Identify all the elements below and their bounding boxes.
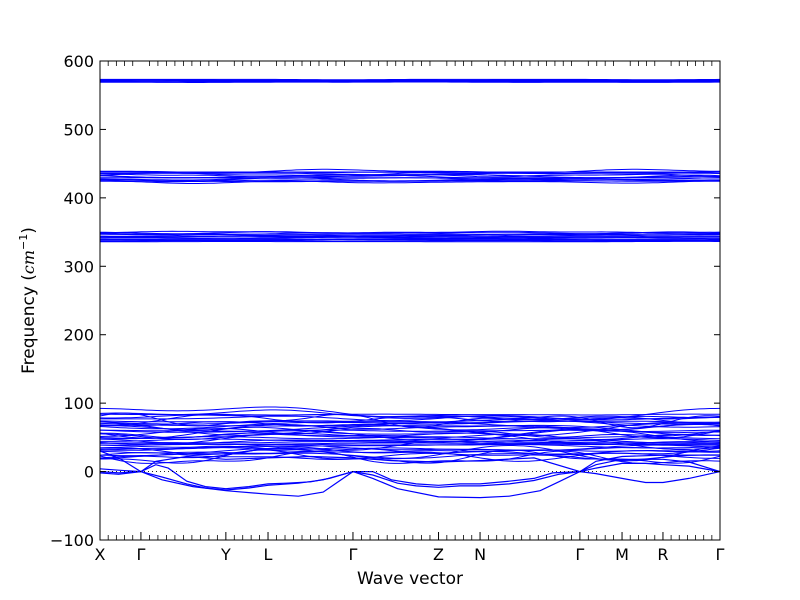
band-line (100, 239, 720, 241)
band-line (99, 445, 721, 456)
x-tick-label: M (615, 545, 629, 564)
band-line (100, 171, 720, 175)
band-line (99, 413, 720, 416)
acoustic-branch-line (99, 470, 721, 491)
y-tick-label: 600 (63, 52, 94, 71)
y-axis: −100 0 100 200 300 400 500 600 (50, 52, 720, 550)
y-tick-label: 400 (63, 189, 94, 208)
band-line (99, 412, 721, 429)
x-tick-label: Γ (575, 545, 584, 564)
band-line (99, 409, 721, 423)
plot-frame (99, 60, 721, 541)
acoustic-branch-line (99, 462, 721, 490)
y-tick-label: 200 (63, 326, 94, 345)
band-line (99, 444, 721, 451)
band-line (99, 230, 721, 234)
y-axis-label: Frequency (cm−1) (17, 227, 39, 374)
band-line (99, 438, 721, 444)
band-line (99, 433, 721, 440)
band-line (99, 419, 721, 430)
x-tick-label: Z (433, 545, 444, 564)
acoustic-branch-line (99, 450, 720, 473)
y-tick-label: 0 (84, 463, 94, 482)
band-line (100, 442, 721, 445)
band-line (100, 415, 720, 422)
band-line (100, 236, 720, 238)
y-tick-label: 500 (63, 120, 94, 139)
x-tick-label: Γ (716, 545, 725, 564)
x-tick-label: R (657, 545, 668, 564)
y-tick-label: 100 (63, 394, 94, 413)
x-tick-label: X (95, 545, 106, 564)
band-line (100, 231, 721, 235)
x-tick-label: Y (220, 545, 231, 564)
band-line (100, 429, 720, 432)
band-line (100, 168, 721, 174)
band-line (99, 420, 721, 425)
x-tick-label: L (264, 545, 273, 564)
band-line (99, 432, 721, 446)
acoustic-branch-line (99, 458, 721, 499)
band-line (99, 420, 721, 423)
band-line (99, 406, 721, 421)
x-axis-label: Wave vector (357, 569, 463, 589)
band-line (100, 180, 721, 184)
band-line (100, 449, 721, 464)
x-tick-label: Γ (348, 545, 357, 564)
y-tick-label: −100 (50, 531, 94, 550)
x-tick-label: N (474, 545, 486, 564)
y-tick-label: 300 (63, 257, 94, 276)
plot-lines (99, 78, 721, 499)
x-tick-label: Γ (136, 545, 145, 564)
